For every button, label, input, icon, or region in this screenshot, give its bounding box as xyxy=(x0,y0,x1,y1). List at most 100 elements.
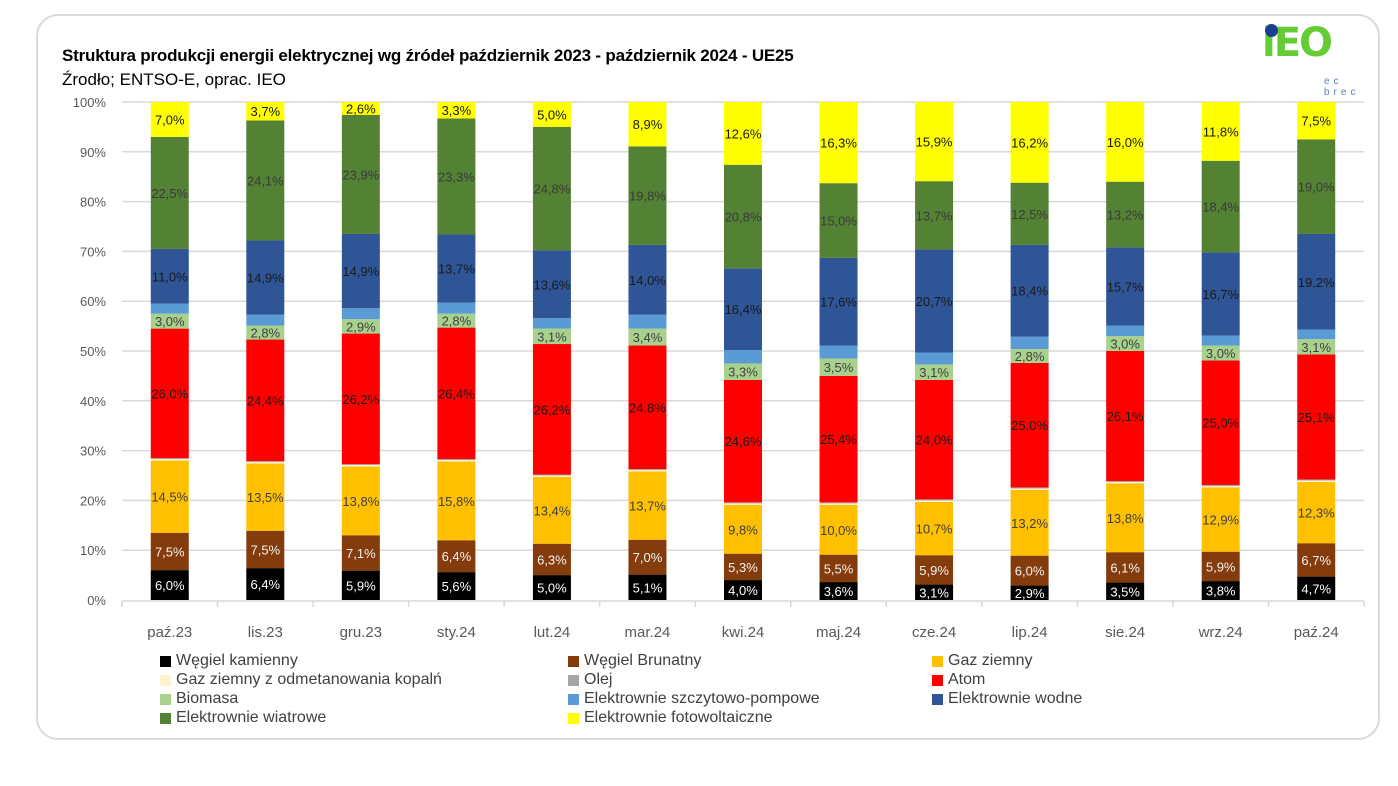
data-label: 11,8% xyxy=(1203,124,1239,139)
data-label: 26,4% xyxy=(438,386,475,401)
y-tick-label: 100% xyxy=(73,95,107,110)
bar-segment xyxy=(915,499,954,501)
data-label: 6,4% xyxy=(250,577,280,592)
bar-segment xyxy=(1201,252,1240,336)
bar-segment xyxy=(1201,551,1240,582)
bar-segment xyxy=(1297,102,1336,140)
y-tick-label: 70% xyxy=(80,244,106,259)
bar-segment xyxy=(628,328,667,346)
data-label: 2,8% xyxy=(1015,349,1045,364)
data-label: 24,8% xyxy=(533,182,570,197)
bar-segment xyxy=(150,136,189,249)
data-label: 24,0% xyxy=(916,433,953,448)
legend-item: Węgiel Brunatny xyxy=(568,652,701,670)
data-label: 6,7% xyxy=(1301,553,1331,568)
bar-segment xyxy=(915,584,954,600)
data-label: 13,8% xyxy=(1107,511,1144,526)
data-label: 3,4% xyxy=(633,330,663,345)
logo-dot-icon xyxy=(1265,24,1278,37)
data-label: 13,7% xyxy=(438,262,475,277)
bar-segment xyxy=(341,233,380,309)
bar-segment xyxy=(437,313,476,328)
x-tick-label: gru.23 xyxy=(340,624,383,641)
bar-segment xyxy=(437,540,476,573)
bar-segment xyxy=(1297,481,1336,544)
data-label: 24,8% xyxy=(629,400,666,415)
data-label: 2,8% xyxy=(250,326,280,341)
data-label: 2,9% xyxy=(346,319,376,334)
data-label: 3,7% xyxy=(250,104,280,119)
bar-segment xyxy=(1106,582,1145,600)
data-label: 3,8% xyxy=(1206,584,1236,599)
bar-segment xyxy=(724,164,762,269)
bar-segment xyxy=(1106,325,1145,337)
data-label: 20,8% xyxy=(725,210,762,225)
data-label: 14,0% xyxy=(629,273,666,288)
bar-segment xyxy=(1010,349,1049,363)
bar-segment xyxy=(628,314,667,329)
data-label: 15,9% xyxy=(916,135,953,150)
bar-segment xyxy=(246,325,285,340)
bar-segment xyxy=(532,126,571,251)
bar-segment xyxy=(628,146,667,245)
data-label: 13,5% xyxy=(247,490,284,505)
data-label: 24,6% xyxy=(725,434,762,449)
data-label: 5,5% xyxy=(824,561,854,576)
bar-segment xyxy=(819,257,858,346)
bar-segment xyxy=(724,350,762,364)
bar-segment xyxy=(437,572,476,600)
bar-segment xyxy=(1297,543,1336,577)
data-label: 2,8% xyxy=(442,314,472,329)
bar-segment xyxy=(724,502,762,504)
bar-segment xyxy=(915,364,954,380)
legend-label: Elektrownie wiatrowe xyxy=(176,709,327,726)
data-label: 19,8% xyxy=(629,189,666,204)
legend-swatch-icon xyxy=(932,655,943,667)
bar-segment xyxy=(819,102,858,184)
data-label: 7,5% xyxy=(1301,114,1331,129)
x-tick-label: mar.24 xyxy=(625,624,671,641)
bar-segment xyxy=(532,344,571,475)
data-label: 15,8% xyxy=(438,494,475,509)
data-label: 24,1% xyxy=(247,173,284,188)
bar-segment xyxy=(341,535,380,571)
data-label: 25,1% xyxy=(1298,410,1335,425)
bar-segment xyxy=(1201,160,1240,253)
legend-swatch-icon xyxy=(568,693,579,705)
bar-segment xyxy=(1201,360,1240,485)
y-tick-label: 40% xyxy=(80,394,106,409)
bar-segment xyxy=(150,570,189,600)
data-label: 26,2% xyxy=(342,392,379,407)
bar-segment xyxy=(150,102,189,137)
legend-swatch-icon xyxy=(160,712,171,724)
x-tick-label: paź.24 xyxy=(1294,624,1339,641)
data-label: 25,0% xyxy=(1202,416,1239,431)
bar-segment xyxy=(1106,336,1145,351)
y-tick-label: 80% xyxy=(80,195,106,210)
legend-label: Gaz ziemny xyxy=(948,652,1033,669)
x-tick-label: sty.24 xyxy=(437,624,476,641)
data-label: 7,5% xyxy=(250,542,280,557)
data-label: 12,5% xyxy=(1011,207,1048,222)
bar-segment xyxy=(341,466,380,536)
data-label: 18,4% xyxy=(1202,200,1239,215)
bar-segment xyxy=(915,379,954,500)
bar-segment xyxy=(1201,484,1240,486)
x-tick-label: wrz.24 xyxy=(1198,624,1243,641)
data-label: 5,1% xyxy=(633,580,663,595)
y-tick-label: 60% xyxy=(80,294,106,309)
data-label: 2,6% xyxy=(346,101,376,116)
x-tick-label: paź.23 xyxy=(147,624,192,641)
chart-subtitle: Źrodło; ENTSO-E, oprac. IEO xyxy=(62,70,286,89)
data-label: 16,4% xyxy=(725,302,762,317)
data-label: 7,0% xyxy=(155,112,185,127)
legend-item: Atom xyxy=(932,671,985,689)
legend-item: Gaz ziemny z odmetanowania kopalń xyxy=(160,671,442,689)
data-label: 8,9% xyxy=(633,117,663,132)
legend-swatch-icon xyxy=(160,693,171,705)
data-label: 6,0% xyxy=(1015,564,1045,579)
data-label: 2,9% xyxy=(1015,586,1045,601)
legend-item: Elektrownie wiatrowe xyxy=(160,709,326,727)
data-label: 4,7% xyxy=(1301,581,1331,596)
bar-segment xyxy=(915,102,954,182)
